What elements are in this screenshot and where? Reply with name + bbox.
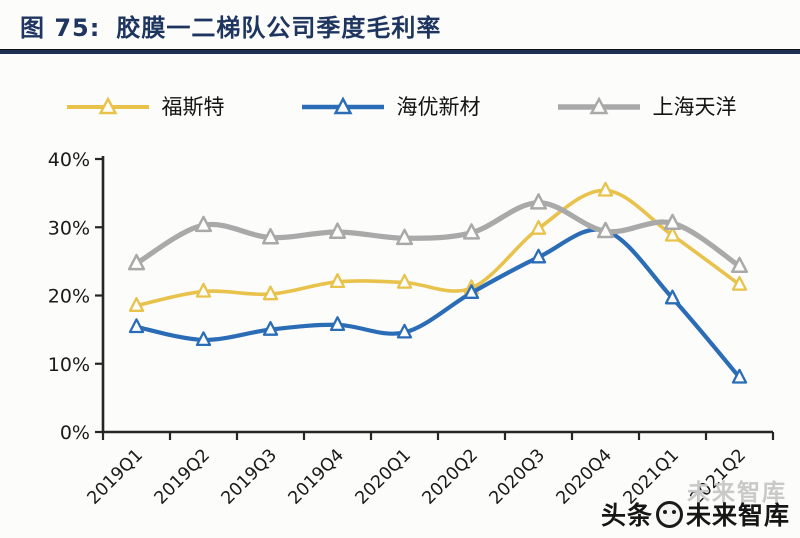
marker-福斯特-2020Q3: [530, 219, 547, 235]
legend-label: 海优新材: [396, 95, 481, 119]
marker-海优新材-2020Q2: [463, 284, 480, 299]
marker-上海天洋-2019Q2: [194, 215, 213, 233]
x-axis-label: 2019Q2: [151, 445, 214, 508]
marker-福斯特-2021Q2: [731, 275, 748, 291]
legend-item: 海优新材: [299, 91, 481, 121]
marker-海优新材-2020Q1: [396, 323, 413, 339]
marker-海优新材-2019Q1: [128, 318, 145, 334]
legend-label: 上海天洋: [652, 95, 737, 119]
marker-海优新材-2021Q1: [664, 289, 681, 305]
toutiao-logo-icon: [655, 500, 683, 528]
marker-海优新材-2019Q3: [262, 320, 279, 336]
marker-上海天洋-2020Q4: [596, 221, 615, 239]
marker-上海天洋-2019Q4: [328, 222, 347, 239]
marker-上海天洋-2021Q1: [663, 213, 682, 231]
marker-海优新材-2021Q2: [731, 368, 748, 384]
x-axis-label: 2019Q3: [218, 445, 281, 508]
marker-海优新材-2019Q2: [195, 331, 212, 347]
marker-上海天洋-2020Q1: [395, 228, 414, 246]
legend-item: 福斯特: [64, 91, 225, 121]
line-chart: 0%10%20%30%40%2019Q1 2019Q2 2019Q3 2019Q4 20…: [48, 149, 775, 509]
x-axis-label: 2020Q2: [419, 445, 482, 508]
watermark: 头条 未来智库: [601, 496, 790, 532]
legend-line-marker-icon: [66, 96, 149, 115]
legend-line-marker-icon: [301, 96, 384, 115]
watermark-suffix: 未来智库: [685, 501, 790, 530]
y-axis-label: 30%: [48, 217, 90, 239]
marker-上海天洋-2021Q2: [730, 256, 749, 274]
x-axis-label: 2019Q4: [285, 445, 348, 508]
marker-上海天洋-2019Q1: [127, 253, 146, 271]
x-axis-label: 2020Q3: [486, 445, 549, 508]
watermark-prefix: 头条: [600, 501, 653, 530]
legend-label: 福斯特: [161, 95, 225, 119]
y-axis-label: 40%: [48, 149, 90, 171]
series-line-上海天洋: [133, 200, 743, 269]
marker-海优新材-2019Q4: [329, 316, 346, 332]
marker-福斯特-2021Q1: [664, 226, 681, 242]
marker-福斯特-2019Q3: [262, 285, 279, 301]
marker-福斯特-2019Q2: [195, 282, 212, 298]
x-axis-label: 2020Q1: [352, 445, 415, 508]
marker-上海天洋-2019Q3: [261, 227, 280, 245]
figure-header: 图 75: 胶膜一二梯队公司季度毛利率: [20, 8, 441, 43]
y-axis-label: 0%: [60, 422, 90, 444]
figure-label: 图 75:: [20, 14, 101, 42]
marker-福斯特-2019Q1: [128, 297, 145, 312]
marker-海优新材-2020Q3: [530, 248, 547, 264]
chart-legend: 福斯特 海优新材 上海天洋: [0, 90, 800, 122]
series-line-福斯特: [134, 188, 742, 308]
marker-上海天洋-2020Q3: [529, 193, 548, 210]
watermark-ghost-text: 未来智库: [687, 480, 787, 506]
x-axis-label: 2019Q1: [84, 445, 147, 508]
page-title: 胶膜一二梯队公司季度毛利率: [116, 14, 442, 42]
legend-line-marker-icon: [557, 96, 640, 115]
marker-上海天洋-2020Q2: [462, 223, 481, 240]
marker-福斯特-2020Q4: [597, 181, 614, 197]
marker-福斯特-2020Q1: [396, 273, 413, 289]
marker-福斯特-2019Q4: [329, 273, 346, 289]
legend-item: 上海天洋: [555, 91, 737, 121]
y-axis-label: 10%: [48, 354, 90, 376]
title-rule: [0, 49, 800, 54]
y-axis-label: 20%: [48, 286, 90, 308]
series-line-海优新材: [134, 227, 742, 380]
